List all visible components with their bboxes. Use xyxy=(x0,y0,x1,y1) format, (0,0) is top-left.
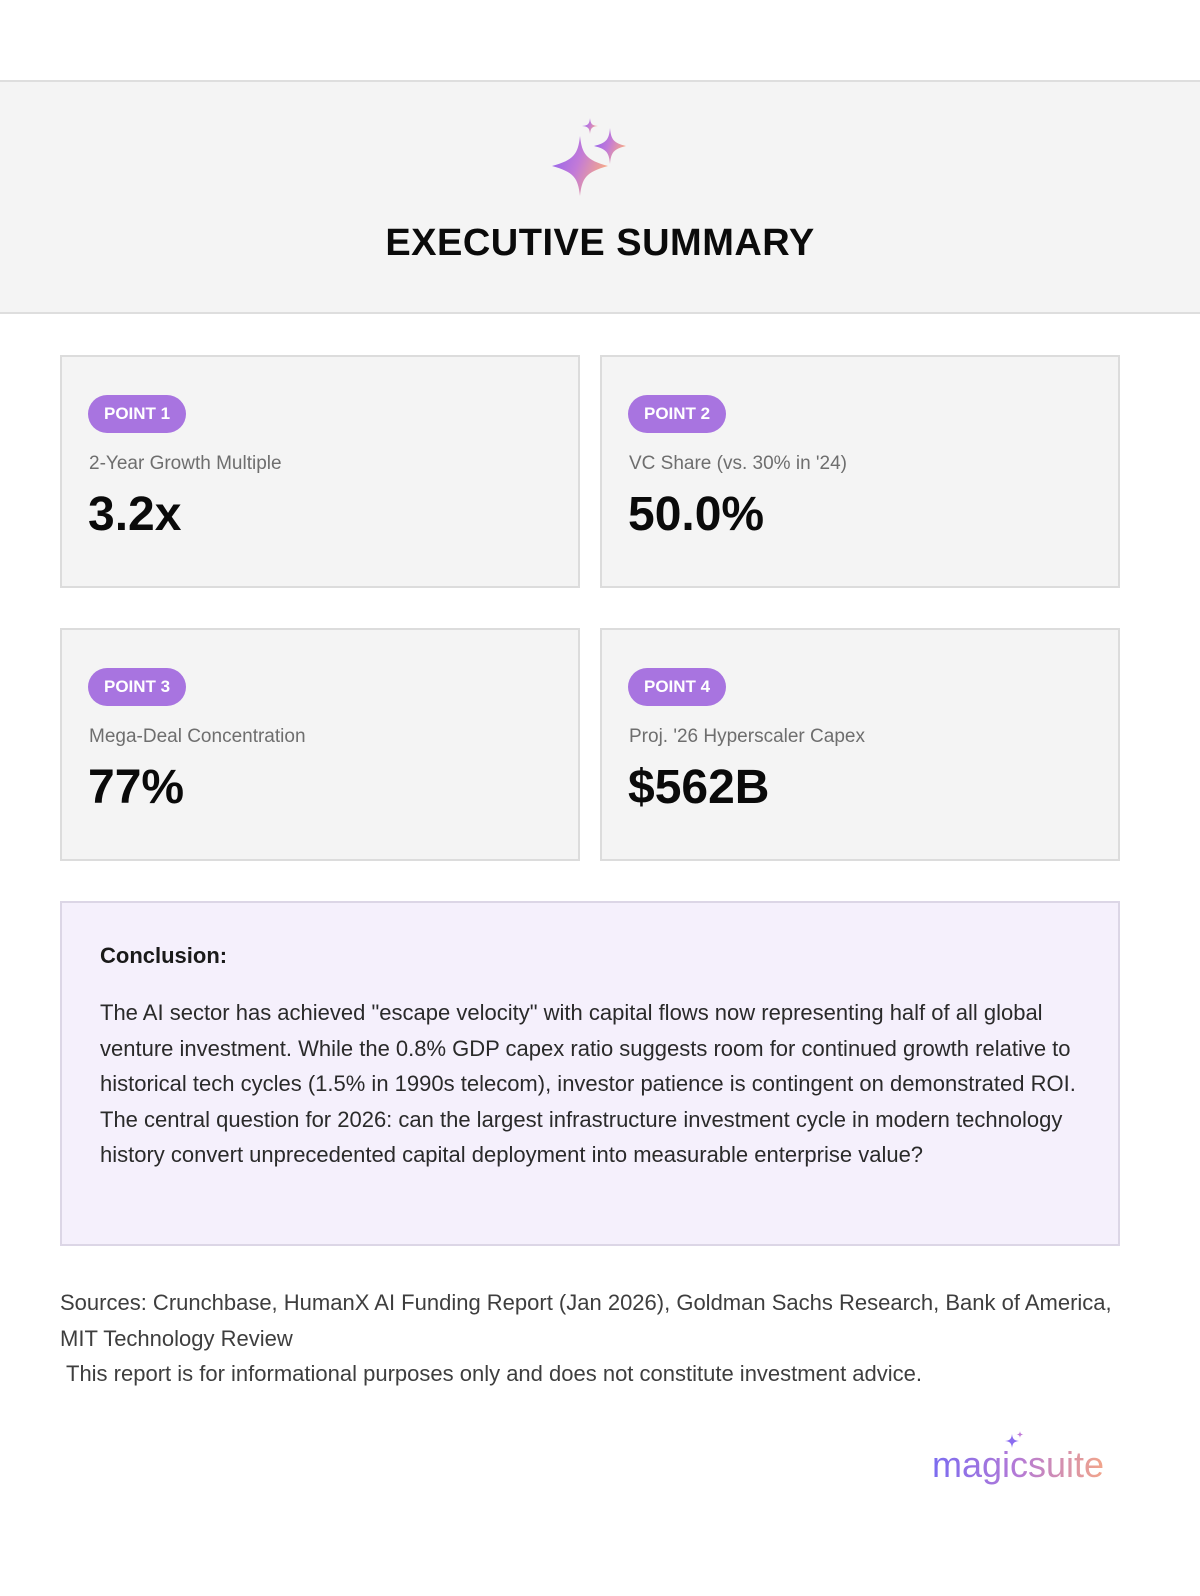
header-band xyxy=(0,80,1200,314)
metric-label: VC Share (vs. 30% in '24) xyxy=(629,453,847,474)
metric-label: 2-Year Growth Multiple xyxy=(89,453,282,474)
metric-value: 77% xyxy=(88,761,185,814)
conclusion-box: Conclusion: The AI sector has achieved "… xyxy=(60,901,1120,1246)
metric-label: Proj. '26 Hyperscaler Capex xyxy=(629,726,865,747)
point-badge: POINT 1 xyxy=(88,395,187,433)
metric-label: Mega-Deal Concentration xyxy=(89,726,306,747)
point-card-3: POINT 3 Mega-Deal Concentration 77% xyxy=(60,628,580,861)
point-card-1: POINT 1 2-Year Growth Multiple 3.2x xyxy=(60,355,580,588)
point-card-2: POINT 2 VC Share (vs. 30% in '24) 50.0% xyxy=(600,355,1120,588)
point-card-4: POINT 4 Proj. '26 Hyperscaler Capex $562… xyxy=(600,628,1120,861)
magicsuite-logo: magicsuite xyxy=(932,1431,1104,1485)
point-badge: POINT 4 xyxy=(628,668,727,706)
sources-text: Sources: Crunchbase, HumanX AI Funding R… xyxy=(60,1290,1112,1351)
point-badge: POINT 2 xyxy=(628,395,727,433)
metric-value: 3.2x xyxy=(88,488,182,541)
logo-text: magicsuite xyxy=(932,1444,1104,1485)
metric-value: 50.0% xyxy=(628,488,765,541)
conclusion-heading: Conclusion: xyxy=(100,943,228,968)
sparkles-icon xyxy=(1005,1431,1024,1448)
sparkles-icon xyxy=(552,118,626,196)
page-title: EXECUTIVE SUMMARY xyxy=(385,222,815,264)
disclaimer-text: This report is for informational purpose… xyxy=(66,1361,923,1386)
point-badge: POINT 3 xyxy=(88,668,187,706)
metric-value: $562B xyxy=(628,761,770,814)
conclusion-text: The AI sector has achieved "escape veloc… xyxy=(100,1000,1076,1167)
